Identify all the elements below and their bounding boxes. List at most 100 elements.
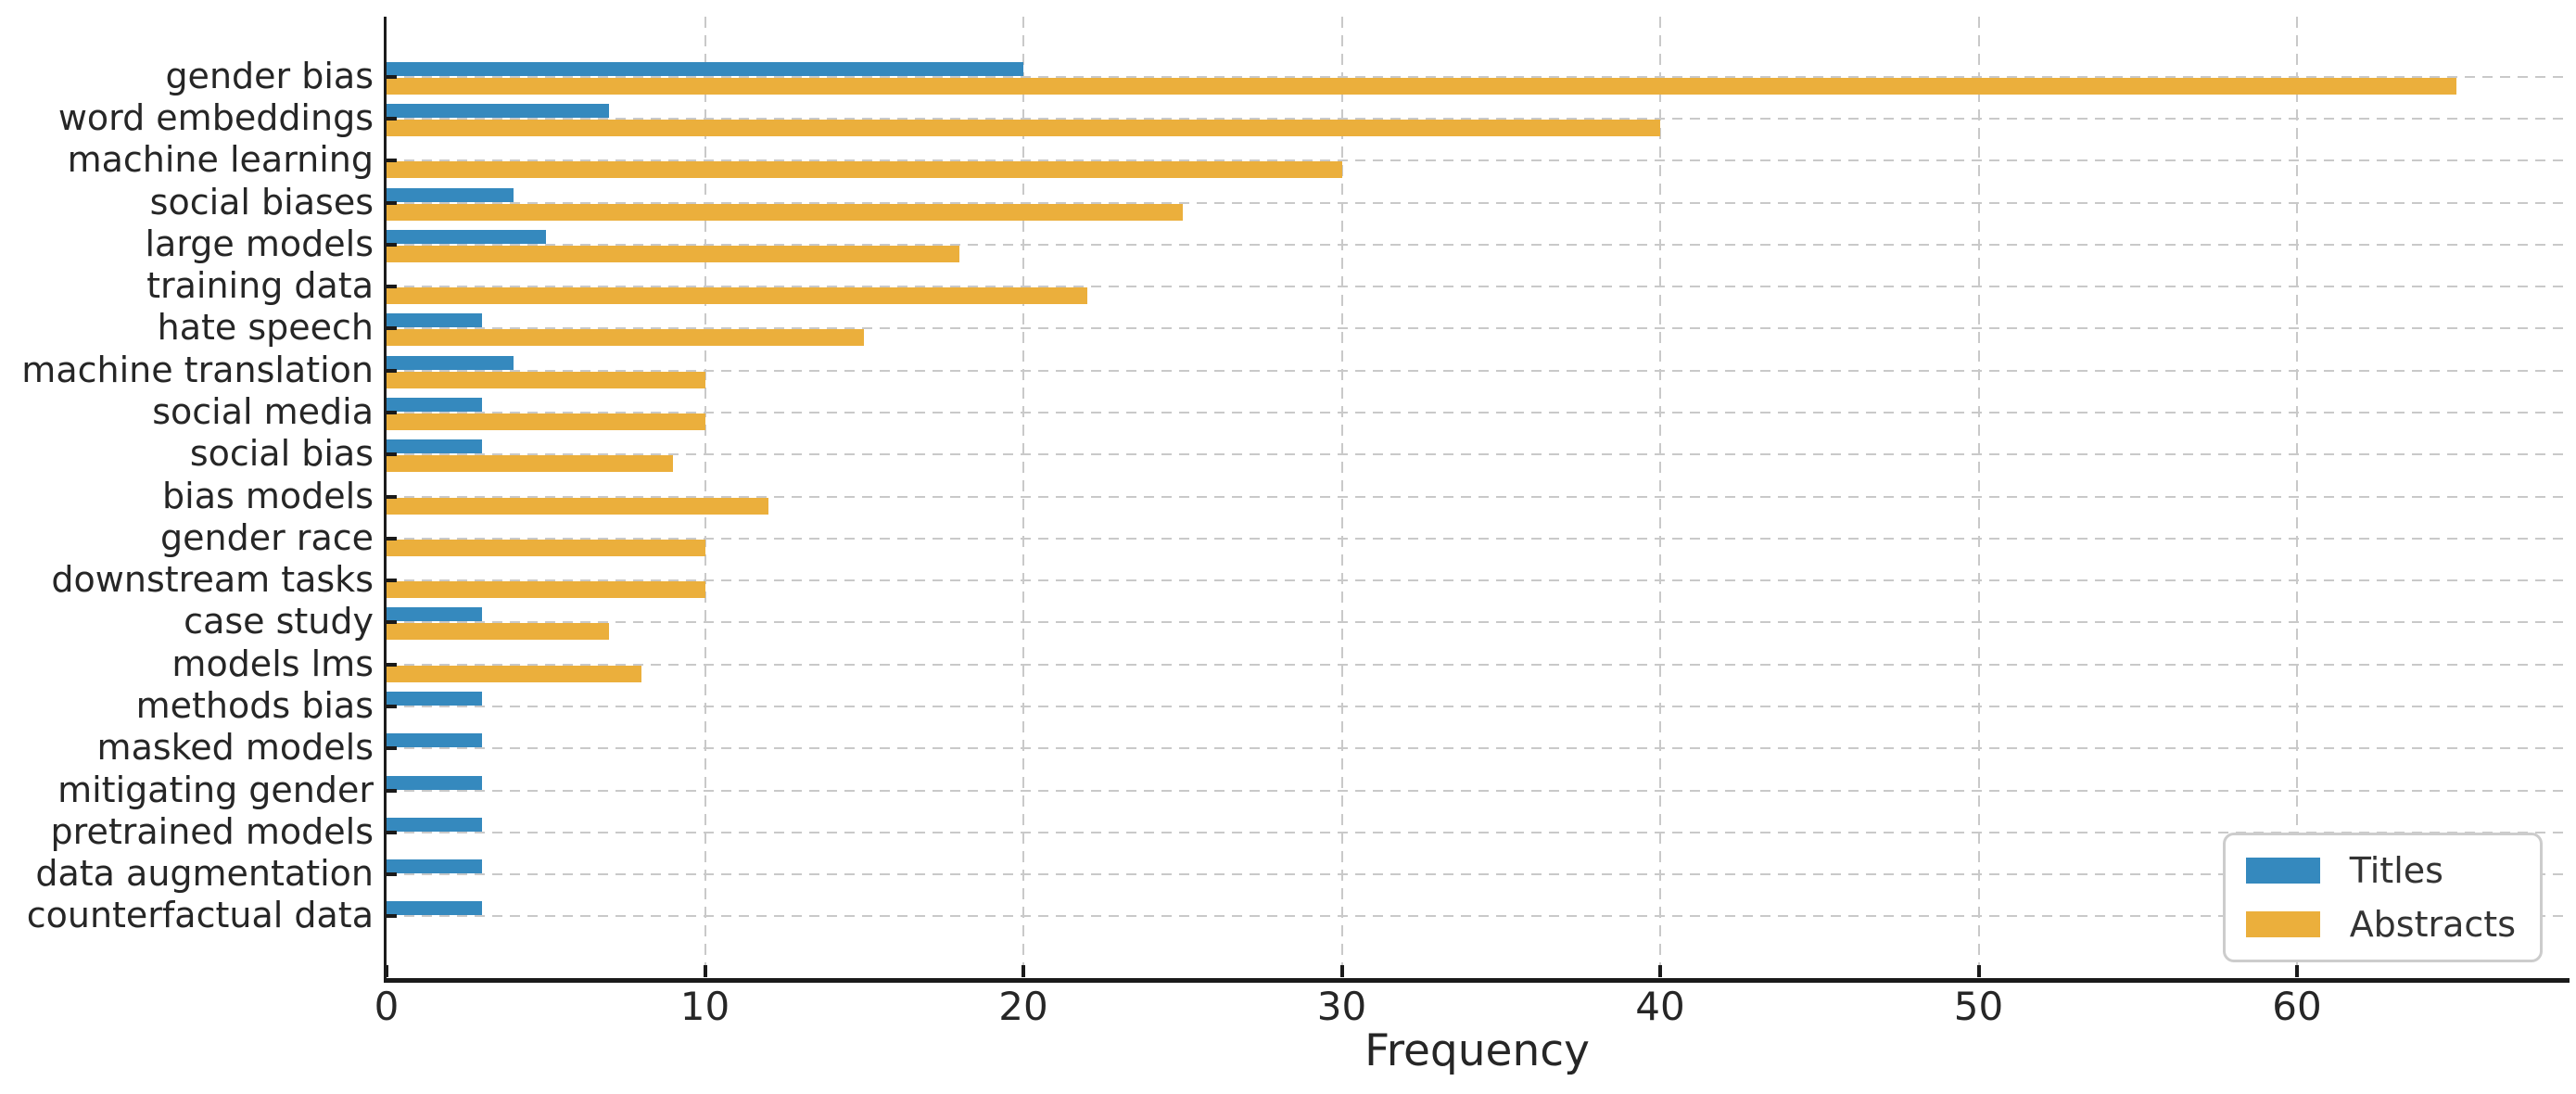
y-tick-social-biases	[384, 200, 397, 205]
y-axis-label-case-study: case study	[184, 601, 374, 642]
horizontal-gridline-training-data	[387, 286, 2568, 288]
y-axis-label-bias-models: bias models	[162, 475, 374, 516]
y-axis-label-word-embeddings: word embeddings	[57, 97, 374, 139]
horizontal-gridline-large-models	[387, 243, 2568, 246]
x-tick-0	[385, 965, 388, 977]
horizontal-gridline-mitigating-gender	[387, 789, 2568, 792]
vertical-gridline-30	[1340, 17, 1343, 980]
bar-abstracts-models-lms	[387, 665, 641, 682]
bar-titles-social-biases	[387, 187, 514, 202]
horizontal-gridline-social-bias	[387, 453, 2568, 456]
bar-titles-pretrained-models	[387, 817, 483, 832]
y-axis-label-models-lms: models lms	[171, 642, 374, 684]
y-axis-spine	[384, 17, 387, 982]
y-tick-machine-learning	[384, 159, 397, 163]
bar-abstracts-gender-bias	[387, 77, 2456, 95]
x-tick-label-0: 0	[374, 984, 400, 1029]
bar-abstracts-hate-speech	[387, 329, 865, 347]
y-axis-label-gender-race: gender race	[160, 516, 374, 558]
y-axis-label-training-data: training data	[146, 265, 374, 307]
y-axis-label-social-bias: social bias	[189, 433, 374, 475]
y-tick-models-lms	[384, 662, 397, 667]
horizontal-gridline-bias-models	[387, 495, 2568, 498]
vertical-gridline-40	[1659, 17, 1661, 980]
bar-titles-machine-translation	[387, 355, 514, 370]
bar-titles-data-augmentation	[387, 859, 483, 874]
y-tick-large-models	[384, 242, 397, 247]
x-tick-10	[703, 965, 707, 977]
horizontal-gridline-masked-models	[387, 747, 2568, 750]
x-axis-spine	[384, 978, 2570, 983]
bar-titles-counterfactual-data	[387, 901, 483, 916]
y-tick-gender-bias	[384, 74, 397, 79]
vertical-gridline-60	[2296, 17, 2299, 980]
y-tick-social-media	[384, 410, 397, 414]
bar-abstracts-machine-learning	[387, 161, 1342, 179]
y-tick-case-study	[384, 620, 397, 625]
bar-abstracts-word-embeddings	[387, 119, 1660, 136]
horizontal-gridline-gender-bias	[387, 75, 2568, 78]
y-tick-gender-race	[384, 536, 397, 541]
bar-titles-mitigating-gender	[387, 775, 483, 790]
bar-abstracts-bias-models	[387, 497, 769, 515]
y-tick-downstream-tasks	[384, 579, 397, 583]
y-axis-label-machine-translation: machine translation	[21, 349, 374, 390]
titles-swatch	[2245, 858, 2320, 884]
horizontal-gridline-data-augmentation	[387, 873, 2568, 876]
horizontal-gridline-pretrained-models	[387, 831, 2568, 833]
x-tick-label-30: 30	[1316, 984, 1367, 1029]
bar-titles-social-bias	[387, 439, 483, 454]
x-tick-label-10: 10	[679, 984, 730, 1029]
bar-titles-large-models	[387, 229, 546, 244]
x-tick-label-50: 50	[1953, 984, 2004, 1029]
y-axis-label-data-augmentation: data augmentation	[35, 853, 374, 895]
horizontal-gridline-machine-learning	[387, 159, 2568, 162]
horizontal-gridline-gender-race	[387, 537, 2568, 540]
y-axis-label-mitigating-gender: mitigating gender	[57, 769, 374, 810]
bar-titles-case-study	[387, 607, 483, 622]
y-axis-label-social-media: social media	[152, 391, 374, 433]
plot-area: Titles Abstracts	[384, 17, 2568, 980]
y-axis-label-large-models: large models	[145, 223, 374, 264]
y-tick-masked-models	[384, 746, 397, 751]
bar-titles-methods-bias	[387, 691, 483, 706]
bar-abstracts-gender-race	[387, 539, 705, 556]
y-tick-counterfactual-data	[384, 914, 397, 919]
abstracts-swatch	[2245, 911, 2320, 937]
y-tick-machine-translation	[384, 368, 397, 373]
bar-abstracts-case-study	[387, 623, 610, 641]
bar-abstracts-social-biases	[387, 203, 1183, 221]
legend-item-abstracts: Abstracts	[2245, 904, 2516, 945]
vertical-gridline-20	[1022, 17, 1024, 980]
horizontal-gridline-downstream-tasks	[387, 579, 2568, 582]
horizontal-gridline-social-media	[387, 411, 2568, 413]
y-axis-label-gender-bias: gender bias	[165, 55, 374, 96]
y-tick-training-data	[384, 285, 397, 289]
bar-abstracts-machine-translation	[387, 371, 705, 388]
x-axis-title: Frequency	[1364, 1025, 1590, 1076]
vertical-gridline-50	[1977, 17, 1980, 980]
legend-label-abstracts: Abstracts	[2349, 904, 2516, 945]
x-tick-label-60: 60	[2272, 984, 2322, 1029]
y-tick-hate-speech	[384, 326, 397, 331]
y-axis-label-hate-speech: hate speech	[157, 307, 374, 349]
y-axis-label-methods-bias: methods bias	[135, 685, 374, 727]
x-tick-60	[2295, 965, 2300, 977]
bar-abstracts-social-bias	[387, 455, 674, 473]
bar-titles-gender-bias	[387, 61, 1023, 76]
bar-titles-social-media	[387, 397, 483, 412]
y-tick-pretrained-models	[384, 830, 397, 834]
y-axis-label-masked-models: masked models	[96, 727, 374, 769]
x-tick-label-40: 40	[1635, 984, 1685, 1029]
horizontal-gridline-case-study	[387, 621, 2568, 624]
y-axis-label-downstream-tasks: downstream tasks	[51, 559, 374, 601]
legend-item-titles: Titles	[2245, 850, 2516, 891]
horizontal-gridline-machine-translation	[387, 369, 2568, 372]
y-axis-label-social-biases: social biases	[149, 181, 374, 223]
legend-label-titles: Titles	[2349, 850, 2443, 891]
bar-titles-hate-speech	[387, 313, 483, 328]
y-axis-label-machine-learning: machine learning	[67, 139, 374, 181]
horizontal-gridline-models-lms	[387, 663, 2568, 666]
bar-abstracts-social-media	[387, 413, 705, 430]
y-tick-word-embeddings	[384, 116, 397, 121]
